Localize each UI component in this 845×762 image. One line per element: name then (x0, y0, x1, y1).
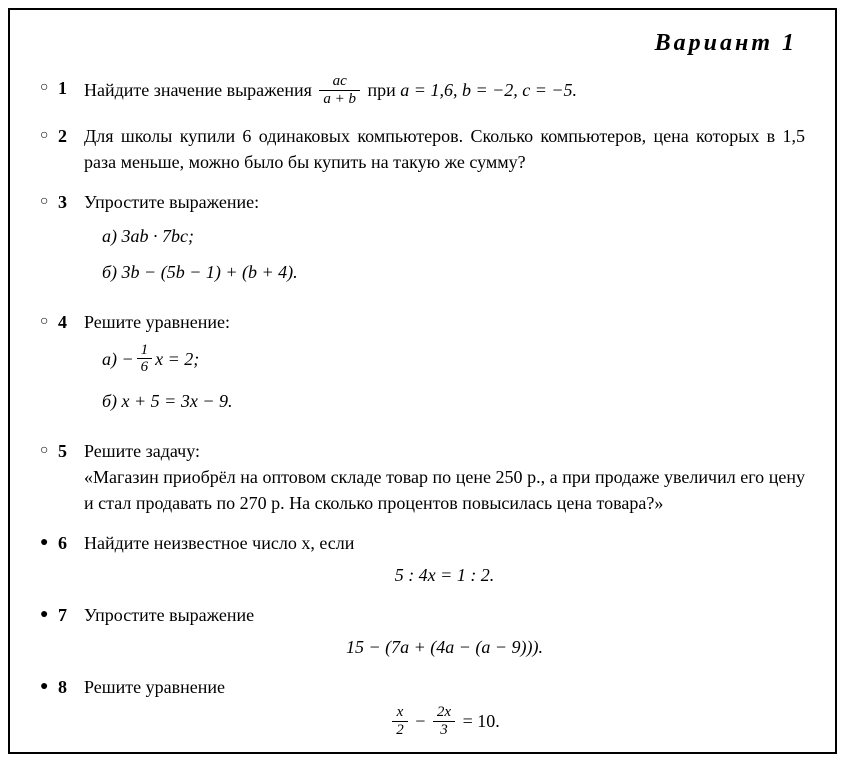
marker-filled: ● (40, 602, 58, 660)
fraction: x 2 (392, 704, 408, 738)
sub-b: б) x + 5 = 3x − 9. (102, 388, 805, 414)
marker-filled: ● (40, 674, 58, 740)
problem-body: Найдите значение выражения ac a + b при … (84, 75, 805, 109)
task-text: «Магазин приобрёл на оптовом складе това… (84, 464, 805, 516)
problem-body: Упростите выражение 15 − (7a + (4a − (a … (84, 602, 805, 660)
problem-body: Решите уравнение x 2 − 2x 3 = 10. (84, 674, 805, 740)
problem-6: ● 6 Найдите неизвестное число x, если 5 … (40, 530, 805, 588)
sub-a: а) − 1 6 x = 2; (102, 344, 805, 378)
problem-1: ○ 1 Найдите значение выражения ac a + b … (40, 75, 805, 109)
problem-number: 3 (58, 189, 84, 295)
problem-4: ○ 4 Решите уравнение: а) − 1 6 x = 2; б)… (40, 309, 805, 423)
lead-text: Решите уравнение: (84, 309, 805, 335)
frac-bot: 6 (137, 359, 153, 376)
problem-5: ○ 5 Решите задачу: «Магазин приобрёл на … (40, 438, 805, 516)
marker-open: ○ (40, 438, 58, 516)
frac-top: 2x (433, 704, 455, 722)
frac-top: 1 (137, 342, 153, 360)
worksheet-page: Вариант 1 ○ 1 Найдите значение выражения… (8, 8, 837, 754)
text: при (368, 80, 401, 100)
marker-open: ○ (40, 309, 58, 423)
problem-8: ● 8 Решите уравнение x 2 − 2x 3 = 10. (40, 674, 805, 740)
fraction: ac a + b (319, 73, 360, 107)
text: x = 2; (155, 349, 199, 369)
problem-number: 7 (58, 602, 84, 660)
values: a = 1,6, b = −2, c = −5. (400, 80, 577, 100)
frac-bot: 2 (392, 722, 408, 739)
problem-7: ● 7 Упростите выражение 15 − (7a + (4a −… (40, 602, 805, 660)
problem-body: Упростите выражение: а) 3ab · 7bc; б) 3b… (84, 189, 805, 295)
problem-number: 8 (58, 674, 84, 740)
equation: x 2 − 2x 3 = 10. (84, 706, 805, 740)
text: = 10. (463, 712, 500, 732)
text: а) − (102, 349, 134, 369)
problem-number: 2 (58, 123, 84, 175)
op-minus: − (415, 712, 430, 732)
lead-text: Найдите неизвестное число x, если (84, 530, 805, 556)
frac-bot: a + b (319, 91, 360, 108)
problem-body: Решите задачу: «Магазин приобрёл на опто… (84, 438, 805, 516)
fraction: 1 6 (137, 342, 153, 376)
lead-text: Упростите выражение: (84, 189, 805, 215)
text: Найдите значение выражения (84, 80, 316, 100)
equation: 5 : 4x = 1 : 2. (84, 562, 805, 588)
variant-title: Вариант 1 (40, 30, 805, 57)
frac-bot: 3 (433, 722, 455, 739)
lead-text: Решите уравнение (84, 674, 805, 700)
marker-open: ○ (40, 189, 58, 295)
marker-open: ○ (40, 75, 58, 109)
sub-a: а) 3ab · 7bc; (102, 223, 805, 249)
problem-number: 5 (58, 438, 84, 516)
fraction: 2x 3 (433, 704, 455, 738)
frac-top: ac (319, 73, 360, 91)
frac-top: x (392, 704, 408, 722)
problem-number: 6 (58, 530, 84, 588)
marker-filled: ● (40, 530, 58, 588)
problem-3: ○ 3 Упростите выражение: а) 3ab · 7bc; б… (40, 189, 805, 295)
problem-body: Для школы купили 6 одинаковых компьютеро… (84, 123, 805, 175)
sub-b: б) 3b − (5b − 1) + (b + 4). (102, 259, 805, 285)
equation: 15 − (7a + (4a − (a − 9))). (84, 634, 805, 660)
lead-text: Решите задачу: (84, 438, 805, 464)
marker-open: ○ (40, 123, 58, 175)
problem-body: Решите уравнение: а) − 1 6 x = 2; б) x +… (84, 309, 805, 423)
problem-body: Найдите неизвестное число x, если 5 : 4x… (84, 530, 805, 588)
problem-number: 1 (58, 75, 84, 109)
problem-2: ○ 2 Для школы купили 6 одинаковых компью… (40, 123, 805, 175)
problem-number: 4 (58, 309, 84, 423)
lead-text: Упростите выражение (84, 602, 805, 628)
